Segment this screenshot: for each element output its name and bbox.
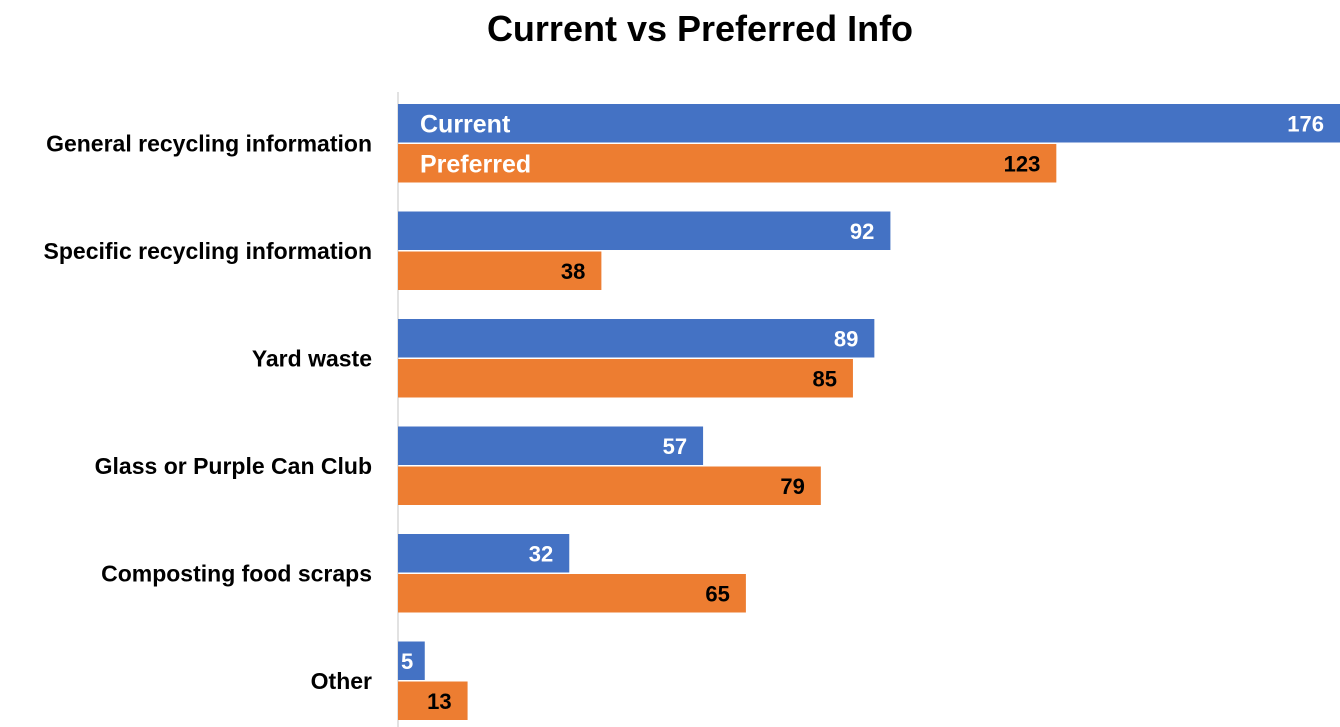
bar-current-general-recycling-information <box>398 104 1340 143</box>
value-label-preferred-specific-recycling-information: 38 <box>561 259 585 284</box>
bar-current-specific-recycling-information <box>398 211 891 250</box>
value-label-current-yard-waste: 89 <box>834 326 858 351</box>
bar-preferred-other <box>398 681 468 720</box>
category-label-yard-waste: Yard waste <box>252 345 372 371</box>
bar-current-glass-or-purple-can-club <box>398 426 704 465</box>
category-label-other: Other <box>311 668 372 694</box>
value-label-current-specific-recycling-information: 92 <box>850 219 874 244</box>
category-label-general-recycling-information: General recycling information <box>46 130 372 156</box>
value-label-preferred-composting-food-scraps: 65 <box>705 581 729 606</box>
value-label-current-composting-food-scraps: 32 <box>529 541 553 566</box>
bar-current-composting-food-scraps <box>398 534 570 573</box>
bar-preferred-general-recycling-information <box>398 144 1057 183</box>
value-label-preferred-general-recycling-information: 123 <box>1004 151 1041 176</box>
value-label-current-general-recycling-information: 176 <box>1287 111 1324 136</box>
bar-current-other <box>398 641 425 680</box>
category-label-glass-or-purple-can-club: Glass or Purple Can Club <box>95 453 372 479</box>
value-label-preferred-yard-waste: 85 <box>812 366 836 391</box>
legend-entry-current: Current <box>420 110 511 138</box>
value-label-current-glass-or-purple-can-club: 57 <box>663 434 687 459</box>
bar-preferred-composting-food-scraps <box>398 574 746 613</box>
bar-preferred-yard-waste <box>398 359 853 398</box>
value-label-preferred-other: 13 <box>427 689 451 714</box>
chart-title: Current vs Preferred Info <box>486 8 914 49</box>
value-label-current-other: 5 <box>401 649 413 674</box>
category-label-specific-recycling-information: Specific recycling information <box>44 238 372 264</box>
bar-preferred-glass-or-purple-can-club <box>398 466 821 505</box>
bar-current-yard-waste <box>398 319 875 358</box>
legend-entry-preferred: Preferred <box>420 150 531 178</box>
bar-preferred-specific-recycling-information <box>398 251 602 290</box>
value-label-preferred-glass-or-purple-can-club: 79 <box>780 474 804 499</box>
category-label-composting-food-scraps: Composting food scraps <box>101 560 372 586</box>
